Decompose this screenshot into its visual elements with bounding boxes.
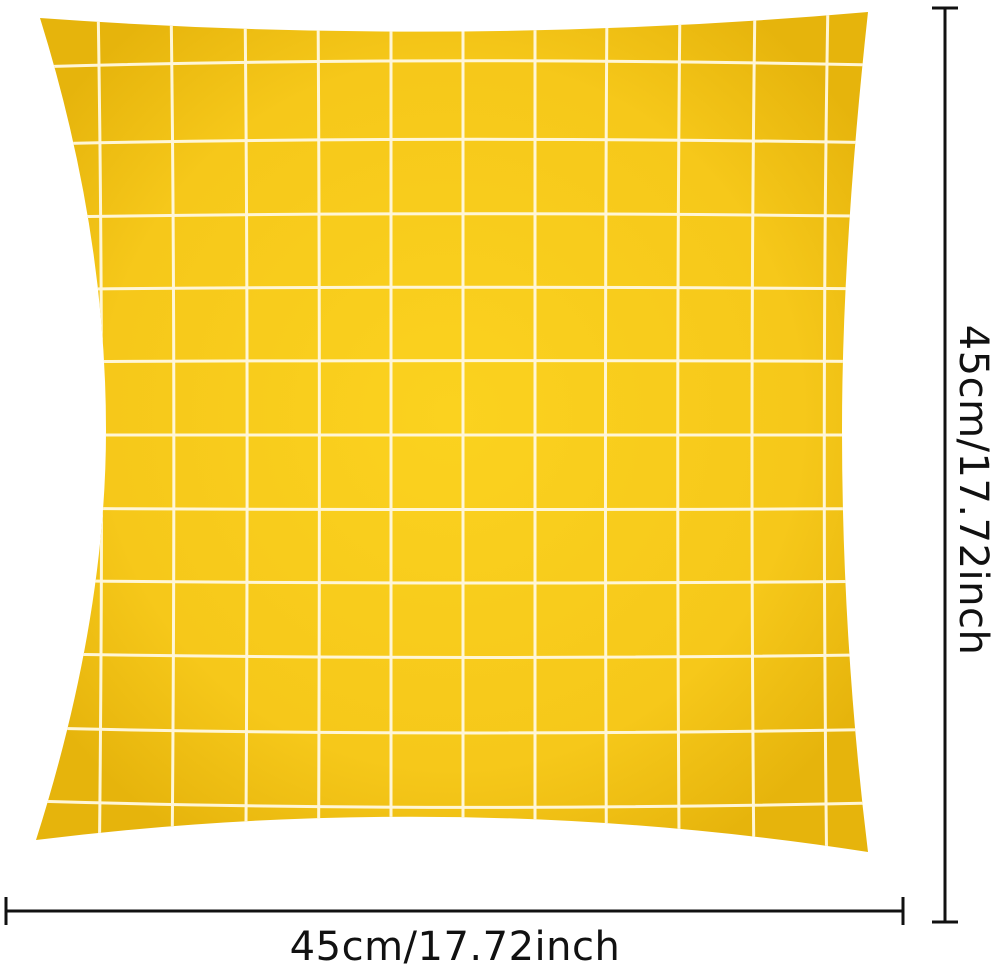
grid-line-vertical — [676, 12, 682, 852]
grid-line-horizontal — [36, 578, 868, 585]
grid-line-vertical — [532, 12, 537, 852]
grid-line-horizontal — [36, 285, 868, 292]
height-dimension-label: 45cm/17.72inch — [950, 324, 996, 656]
width-dimension-label: 45cm/17.72inch — [289, 924, 621, 970]
height-dimension-line — [932, 6, 958, 924]
grid-line-vertical — [96, 12, 104, 852]
grid-line-vertical — [243, 12, 249, 852]
grid-line-horizontal — [36, 651, 868, 659]
grid-line-horizontal — [36, 798, 868, 809]
pillow-body — [36, 12, 868, 852]
grid-line-horizontal — [36, 359, 868, 364]
grid-line-vertical — [750, 12, 757, 852]
grid-line-horizontal — [36, 137, 868, 147]
grid-line-vertical — [389, 12, 394, 852]
grid-line-horizontal — [36, 506, 868, 512]
grid-line-vertical — [822, 12, 830, 852]
grid-line-vertical — [169, 12, 176, 852]
width-dimension-line — [4, 897, 905, 925]
grid-line-vertical — [316, 12, 321, 852]
grid-line-horizontal — [36, 725, 868, 735]
grid-line-horizontal — [36, 59, 868, 70]
grid-line-vertical — [603, 12, 609, 852]
grid-line-horizontal — [36, 212, 868, 220]
